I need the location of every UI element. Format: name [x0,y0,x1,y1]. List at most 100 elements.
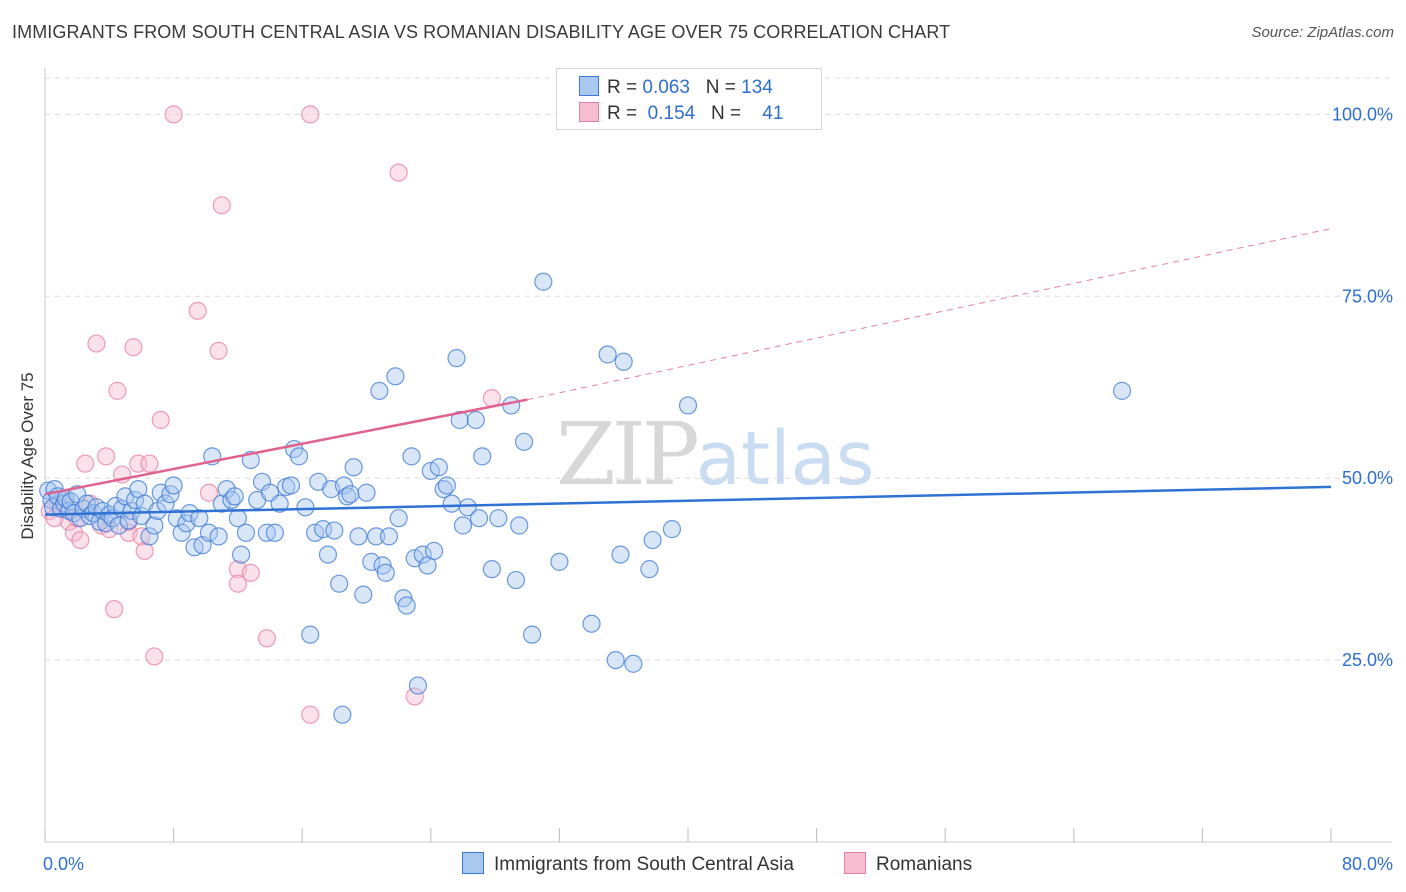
pink-point [209,341,228,360]
pink-trend-extension [527,228,1332,401]
blue-point [172,523,191,542]
blue-point [514,432,534,451]
pink-point [405,687,424,706]
legend-r-label: R = [607,103,643,124]
blue-point [473,447,492,466]
blue-point [325,521,344,540]
blue-point [341,485,360,504]
pink-point [199,483,219,502]
pink-point [87,334,106,353]
blue-point [402,447,421,466]
blue-point [582,614,601,633]
blue-point [318,545,338,564]
blue-point [370,381,389,400]
pink-point [124,338,143,357]
blue-point [662,520,682,539]
pink-point [241,563,260,582]
blue-point [437,476,456,495]
blue-point [190,509,209,528]
pink-point [140,454,159,473]
blue-trend-line [44,485,1332,516]
pink-point [71,530,90,550]
y-tick-label: 100.0% [1332,104,1393,124]
blue-point [225,487,244,506]
blue-point [270,494,289,513]
pink-point [76,454,95,473]
blue-point [145,516,164,535]
blue-point [289,447,309,466]
legend-r-value: 0.154 [647,103,696,124]
blue-point [199,523,219,542]
legend-swatch-blue [579,76,599,96]
blue-point [502,396,521,415]
blue-point [489,509,508,528]
pink-point [228,574,247,593]
blue-point [140,527,159,546]
blue-point [442,494,461,513]
pink-point [301,105,320,124]
blue-point [180,504,199,523]
y-tick-label: 75.0% [1342,286,1393,306]
blue-point [338,487,357,506]
bottom-legend-swatch-pink [844,852,866,874]
blue-point [624,654,643,673]
pink-point [389,163,408,182]
chart-title: IMMIGRANTS FROM SOUTH CENTRAL ASIA VS RO… [12,22,951,42]
y-tick-label: 50.0% [1342,468,1393,488]
blue-point [344,458,363,477]
blue-point [424,541,444,561]
blue-point [678,396,698,415]
blue-point [301,625,320,644]
blue-point [606,650,625,670]
legend-n-label: N = [711,103,747,124]
blue-point [39,481,58,500]
blue-point [209,527,228,546]
blue-point [510,516,529,535]
blue-point [164,476,183,495]
stats-legend: R = 0.063 N = 134 R = 0.154 N = 41 [556,68,822,130]
blue-point [362,552,381,571]
pink-point [145,647,164,666]
blue-point [265,523,284,542]
blue-point [333,705,352,724]
blue-point [413,545,432,564]
pink-point [135,541,154,561]
pink-point [212,196,231,215]
bottom-legend-label: Immigrants from South Central Asia [494,854,794,875]
blue-point [330,574,349,593]
pink-point [100,520,119,539]
blue-point [429,458,448,477]
blue-point [367,527,386,546]
x-tick-label-max: 80.0% [1342,854,1393,874]
legend-swatch-pink [579,102,599,122]
blue-point [534,272,553,291]
pink-point [151,410,170,430]
blue-point [447,349,466,368]
x-tick-label-min: 0.0% [43,854,84,874]
bottom-legend-item-pink: Romanians [844,852,972,876]
legend-r-value: 0.063 [642,77,690,98]
watermark-atlas: atlas [695,416,875,502]
blue-point [296,498,315,517]
blue-point [397,596,416,615]
blue-point [1112,381,1132,400]
blue-point [458,498,477,517]
watermark: ZIPatlas [556,405,874,505]
legend-n-value: 134 [741,77,773,98]
blue-point [469,509,489,528]
blue-point [232,545,251,564]
blue-point [125,490,145,510]
pink-point [482,389,501,408]
blue-point [522,625,542,644]
legend-n-value: 41 [762,103,784,124]
blue-point [408,676,428,695]
blue-point [643,530,662,550]
pink-point [188,301,207,320]
blue-point [376,563,395,582]
pink-point [108,381,127,400]
legend-row-pink: R = 0.154 N = 41 [579,102,783,126]
bottom-legend-label: Romanians [876,854,973,875]
blue-point [611,545,630,564]
blue-point [640,560,659,579]
